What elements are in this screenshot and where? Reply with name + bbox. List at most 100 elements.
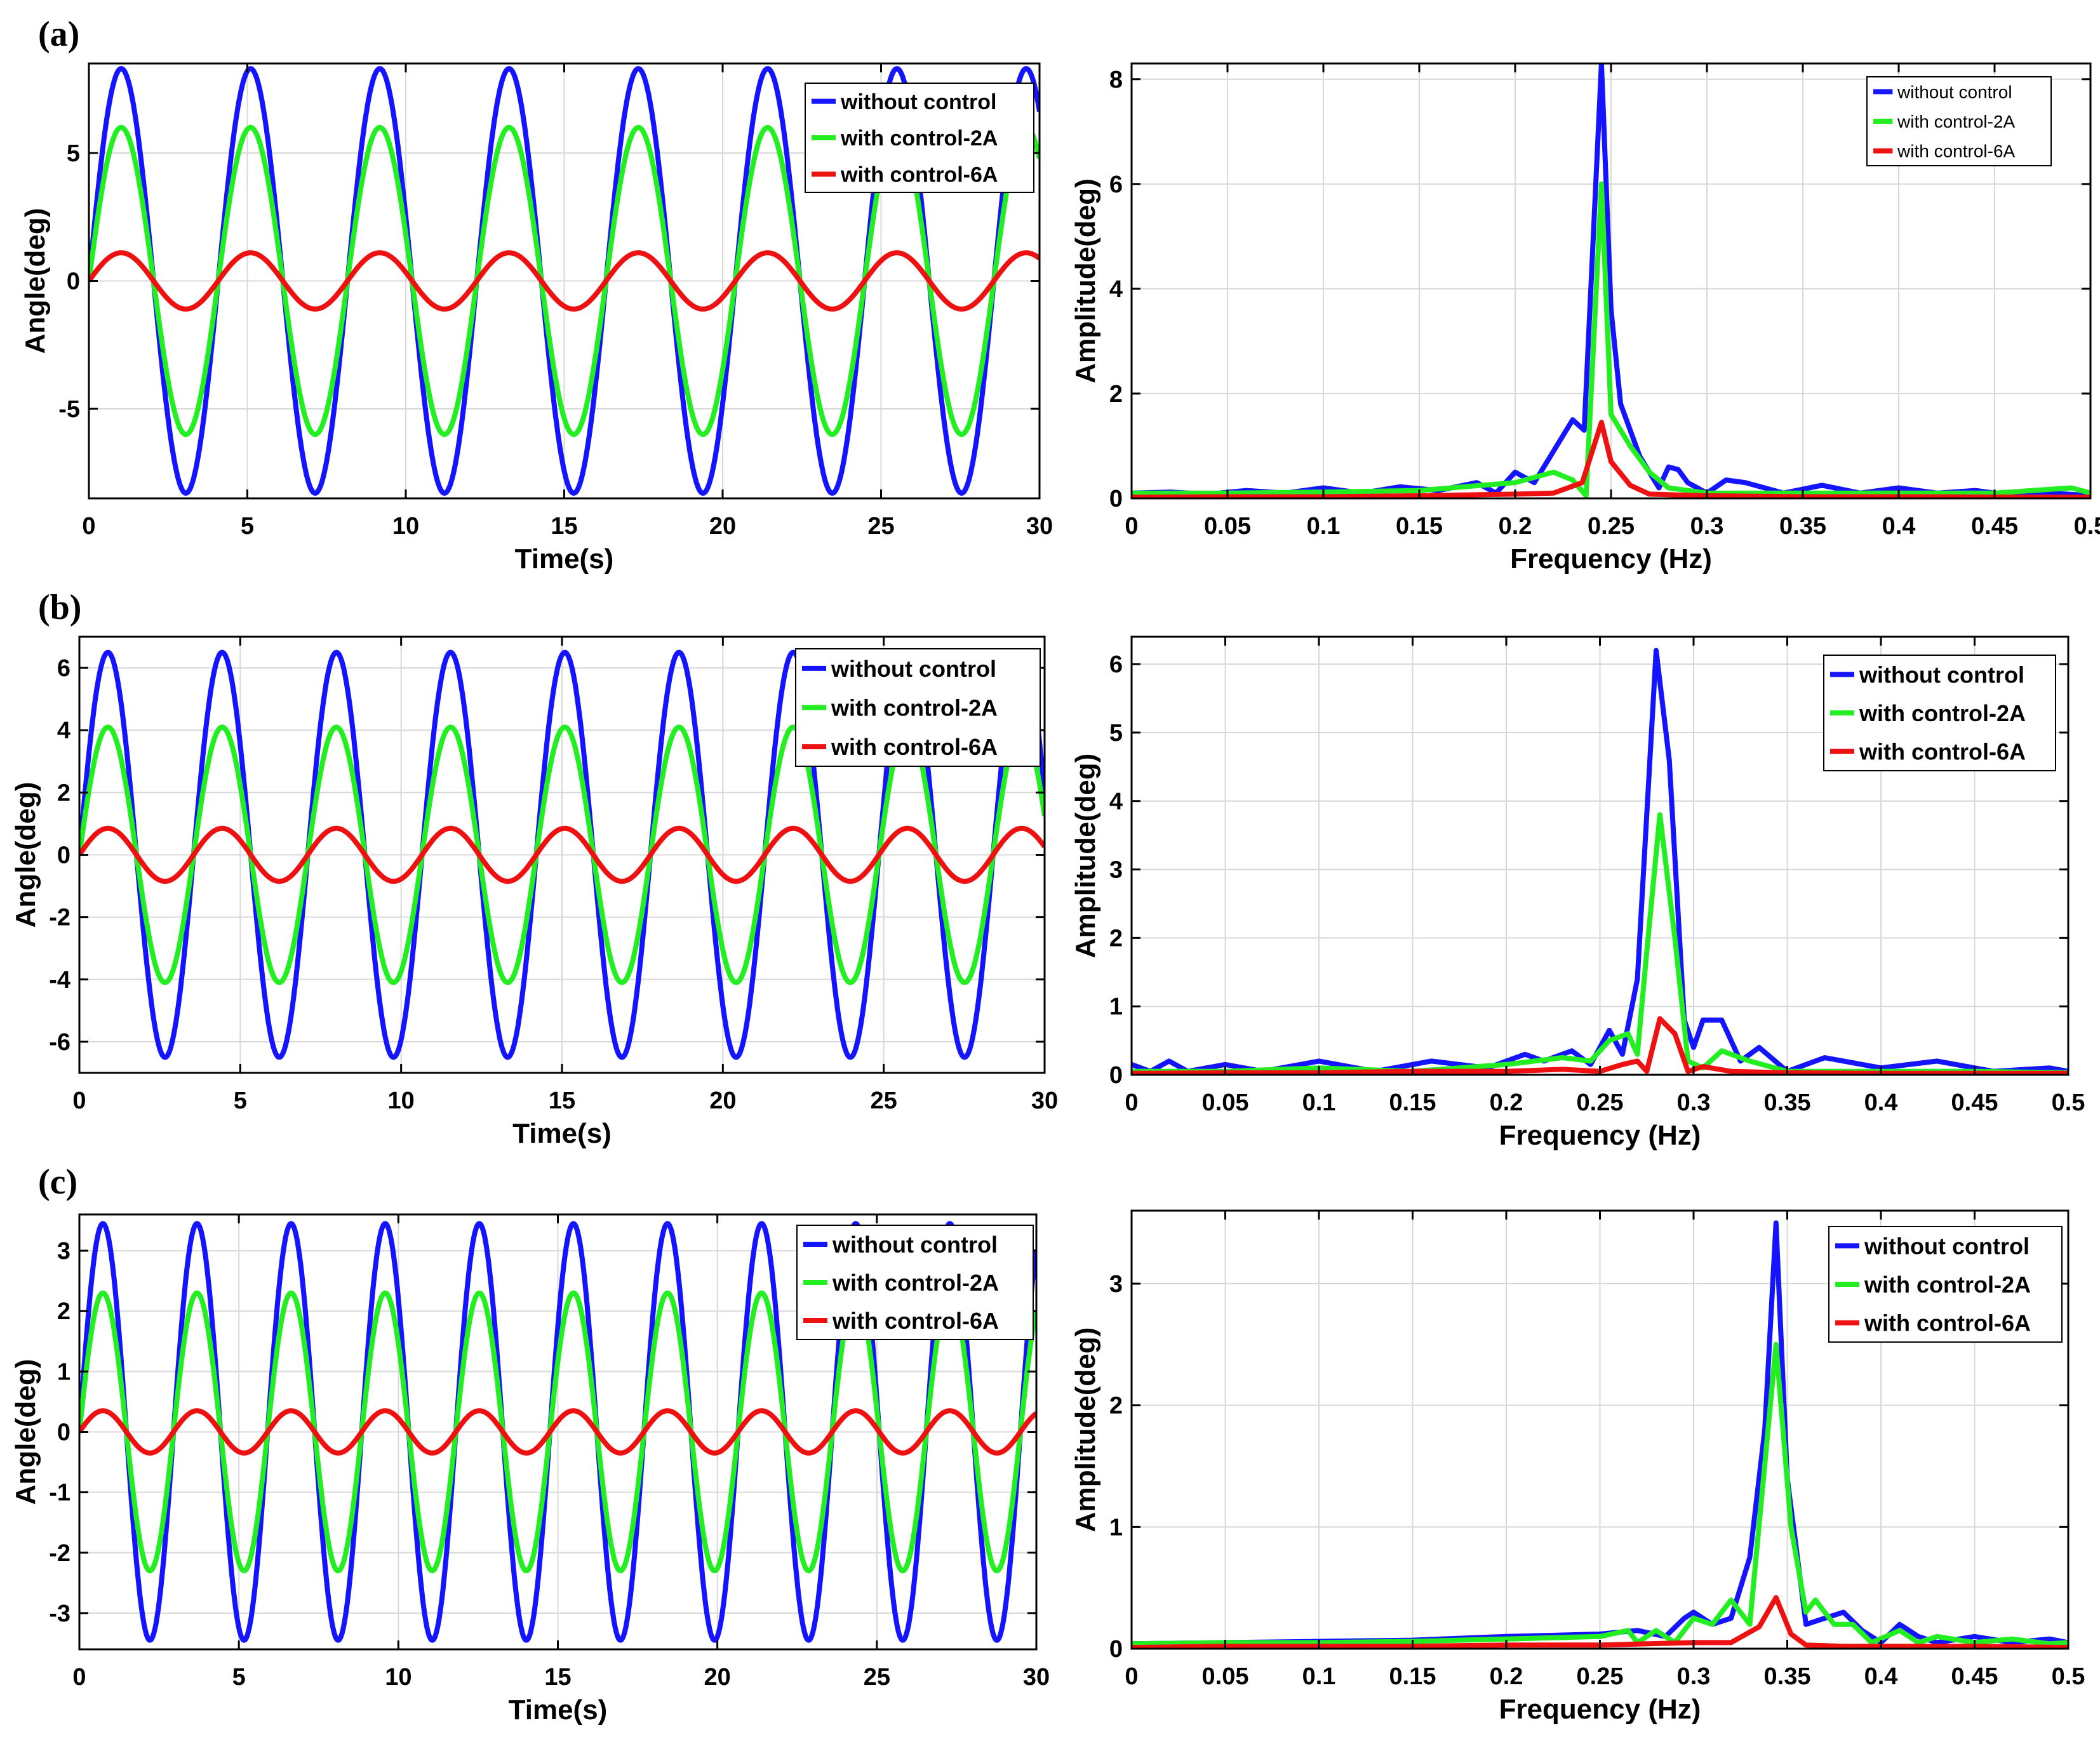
y-tick-label: -5 xyxy=(58,396,80,423)
y-tick-label: 0 xyxy=(1109,1062,1123,1089)
x-tick-label: 0.5 xyxy=(2074,513,2100,540)
x-tick-label: 15 xyxy=(544,1664,571,1691)
y-axis-label: Angle(deg) xyxy=(10,1359,41,1505)
x-tick-label: 0.15 xyxy=(1389,1663,1436,1690)
legend-entry: with control-6A xyxy=(832,1308,999,1334)
y-tick-label: 3 xyxy=(1109,857,1123,884)
y-tick-label: -6 xyxy=(49,1029,70,1056)
panel-label: (b) xyxy=(38,588,81,627)
x-tick-label: 25 xyxy=(871,1087,897,1114)
x-tick-label: 0.4 xyxy=(1864,1089,1898,1116)
chart-panel-3: 0 5 10 15 20 25 30 -6 -4 -2 0 2 4 6 Time(s) Angle(deg) (… xyxy=(10,588,1058,1149)
x-tick-label: 0.5 xyxy=(2052,1663,2085,1690)
legend-entry: without control xyxy=(840,90,997,114)
x-tick-label: 10 xyxy=(388,1087,415,1114)
x-axis-label: Frequency (Hz) xyxy=(1510,543,1712,575)
y-tick-label: 2 xyxy=(1109,925,1123,952)
x-tick-label: 0 xyxy=(82,513,95,540)
y-tick-label: -3 xyxy=(49,1600,70,1627)
x-tick-label: 30 xyxy=(1026,513,1053,540)
x-tick-label: 0.05 xyxy=(1202,1089,1249,1116)
y-tick-label: 2 xyxy=(57,1298,70,1325)
x-axis-label: Time(s) xyxy=(509,1694,608,1726)
x-tick-label: 0.15 xyxy=(1396,513,1443,540)
y-tick-label: 4 xyxy=(1109,276,1123,303)
legend-entry: without control xyxy=(1859,662,2024,688)
y-tick-label: 5 xyxy=(67,140,80,167)
x-tick-label: 0.3 xyxy=(1690,513,1724,540)
x-tick-label: 30 xyxy=(1023,1664,1050,1691)
legend-box xyxy=(795,648,1041,767)
x-tick-label: 0.1 xyxy=(1302,1663,1336,1690)
x-tick-label: 0 xyxy=(1125,513,1138,540)
chart-panel-1: 0 5 10 15 20 25 30 -5 0 5 Time(s) Angle(deg) (a) with… xyxy=(20,15,1053,575)
y-tick-label: -4 xyxy=(49,967,70,994)
y-tick-label: 1 xyxy=(1109,994,1123,1020)
chart-panel-6: 0 0.05 0.1 0.15 0.2 0.25 0.3 0.35 0.4 0.45 0.5 0 1 2 3… xyxy=(1070,1209,2085,1725)
y-axis-label: Angle(deg) xyxy=(20,208,51,354)
legend: without control with control-2A with contr… xyxy=(1823,655,2056,771)
legend-entry: with control-6A xyxy=(1864,1310,2031,1336)
y-tick-label: 1 xyxy=(1109,1514,1123,1541)
x-tick-label: 0.45 xyxy=(1951,1663,1998,1690)
x-tick-label: 0.35 xyxy=(1764,1663,1811,1690)
x-tick-label: 0.3 xyxy=(1677,1663,1711,1690)
x-tick-label: 0.3 xyxy=(1677,1089,1711,1116)
x-tick-label: 0.05 xyxy=(1202,1663,1249,1690)
x-axis-label: Time(s) xyxy=(512,1118,612,1149)
series-line-with-control-6a xyxy=(1132,1595,2068,1649)
legend-entry: without control xyxy=(1864,1233,2030,1259)
x-tick-label: 0.25 xyxy=(1577,1089,1624,1116)
legend-box xyxy=(805,83,1034,193)
legend: without control with control-2A with contr… xyxy=(1866,76,2052,166)
legend-entry: without control xyxy=(1897,82,2012,102)
y-axis-label: Amplitude(deg) xyxy=(1070,1327,1101,1533)
x-tick-label: 0.05 xyxy=(1204,513,1251,540)
x-tick-label: 15 xyxy=(549,1087,575,1114)
x-tick-label: 20 xyxy=(704,1664,731,1691)
x-tick-label: 5 xyxy=(232,1664,246,1691)
y-tick-label: 6 xyxy=(57,655,70,682)
y-tick-label: -2 xyxy=(49,905,70,931)
series-line-with-control-2a xyxy=(79,1290,1036,1574)
legend-entry: with control-6A xyxy=(1897,142,2016,161)
legend-entry: with control-6A xyxy=(840,163,998,187)
legend: without control with control-2A with contr… xyxy=(1828,1226,2063,1343)
x-tick-label: 0.1 xyxy=(1302,1089,1336,1116)
x-tick-label: 0 xyxy=(72,1087,86,1114)
panel-label: (a) xyxy=(38,15,79,54)
x-tick-label: 10 xyxy=(392,513,419,540)
y-tick-label: 4 xyxy=(57,717,70,744)
y-tick-label: 0 xyxy=(57,842,70,869)
x-tick-label: 0.1 xyxy=(1307,513,1341,540)
x-tick-label: 0.35 xyxy=(1764,1089,1811,1116)
series-line-with-control-6a xyxy=(89,250,1040,312)
series-line-with-control-6a xyxy=(1132,420,2090,498)
y-tick-label: 0 xyxy=(1109,1636,1123,1663)
x-axis-label: Frequency (Hz) xyxy=(1499,1120,1701,1151)
x-tick-label: 0.35 xyxy=(1779,513,1826,540)
x-tick-label: 0.4 xyxy=(1864,1663,1898,1690)
x-tick-label: 5 xyxy=(241,513,254,540)
legend: without control with control-2A with contr… xyxy=(796,1225,1034,1340)
series-line-with-control-2a xyxy=(79,724,1045,985)
y-tick-label: -2 xyxy=(49,1540,70,1567)
panel-label: (c) xyxy=(38,1162,77,1202)
x-tick-label: 0.2 xyxy=(1490,1663,1523,1690)
y-tick-label: 0 xyxy=(57,1420,70,1446)
x-tick-label: 0.25 xyxy=(1588,513,1635,540)
y-tick-label: 2 xyxy=(1109,1393,1123,1420)
x-tick-label: 25 xyxy=(864,1664,890,1691)
x-tick-label: 0 xyxy=(1125,1663,1138,1690)
legend: without control with control-2A with contr… xyxy=(795,648,1041,767)
chart-panel-4: 0 0.05 0.1 0.15 0.2 0.25 0.3 0.35 0.4 0.45 0.5 0 1 2 3… xyxy=(1070,635,2085,1151)
legend-entry: with control-2A xyxy=(831,695,998,721)
legend-entry: with control-2A xyxy=(840,126,998,150)
y-tick-label: 1 xyxy=(57,1359,70,1385)
x-tick-label: 0.25 xyxy=(1577,1663,1624,1690)
y-tick-label: 4 xyxy=(1109,788,1123,815)
y-tick-label: 0 xyxy=(67,269,80,295)
x-tick-label: 10 xyxy=(385,1664,411,1691)
legend-box xyxy=(1823,655,2056,771)
